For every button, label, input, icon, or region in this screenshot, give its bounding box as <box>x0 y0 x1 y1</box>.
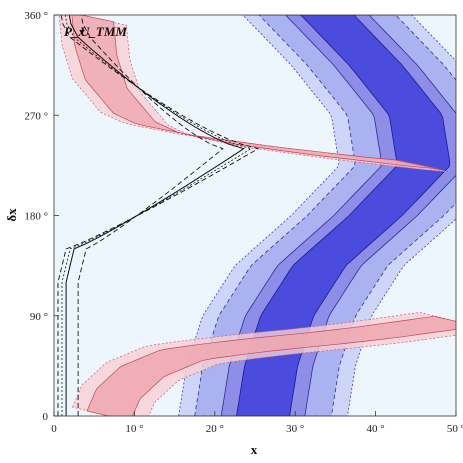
x-tick-label: 50 ° <box>447 423 463 435</box>
x-tick-label: 10 ° <box>125 423 143 435</box>
x-tick-label: 20 ° <box>206 423 224 435</box>
plot-layer <box>57 15 456 416</box>
curve-label-px: P_x <box>64 24 85 39</box>
red-upper-band-core <box>71 15 439 170</box>
utmm-contour-inner-dashed <box>77 15 224 416</box>
axis-layer: 0 10 ° 20 ° 30 ° 40 ° 50 ° 0 90 ° 180 ° 270 ° 360 … <box>24 10 463 435</box>
y-tick-label: 0 <box>43 411 49 423</box>
x-tick-label: 30 ° <box>286 423 304 435</box>
x-tick-label: 40 ° <box>367 423 385 435</box>
y-axis-title: δx <box>4 208 19 222</box>
y-tick-label: 360 ° <box>24 10 48 22</box>
x-tick-label: 0 <box>51 423 57 435</box>
utmm-contour-solid <box>65 15 245 416</box>
y-tick-label: 270 ° <box>24 110 48 122</box>
curve-label-utmm: U_TMM <box>80 24 127 39</box>
blue-band-core <box>236 15 451 416</box>
y-tick-label: 90 ° <box>30 311 48 323</box>
y-tick-label: 180 ° <box>24 211 48 223</box>
x-axis-title: x <box>251 442 258 457</box>
red-lower-band-core <box>86 315 456 416</box>
